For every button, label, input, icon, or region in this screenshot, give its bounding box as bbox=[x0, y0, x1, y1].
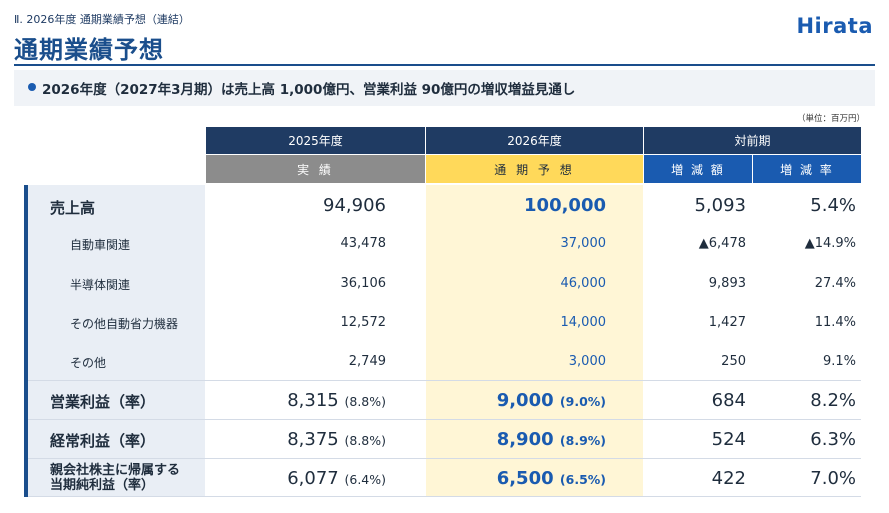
forecast-amount: 8,900 bbox=[496, 429, 554, 450]
diff-value: 684 bbox=[711, 390, 746, 411]
summary-band: 2026年度（2027年3月期）は売上高 1,000億円、営業利益 90億円の増… bbox=[14, 70, 875, 106]
row-label-line2: 当期純利益（率） bbox=[50, 478, 155, 493]
actual-amount: 8,315 bbox=[287, 390, 339, 411]
forecast-column bbox=[426, 185, 643, 497]
header-yoy: 対前期 bbox=[644, 127, 861, 154]
rate-value: ▲14.9% bbox=[804, 236, 856, 251]
forecast-amount: 9,000 bbox=[496, 390, 554, 411]
actual-value: 94,906 bbox=[323, 195, 386, 216]
forecast-value: 46,000 bbox=[560, 276, 607, 291]
forecast-value: 14,000 bbox=[560, 315, 607, 330]
row-divider bbox=[28, 458, 861, 459]
forecast-ratio: (9.0%) bbox=[559, 394, 606, 409]
forecast-value: 6,500 (6.5%) bbox=[497, 468, 606, 489]
actual-value: 12,572 bbox=[340, 315, 387, 330]
row-label: 自動車関連 bbox=[70, 238, 131, 252]
row-label: その他自動省力機器 bbox=[70, 317, 179, 331]
actual-value: 2,749 bbox=[348, 354, 386, 369]
actual-ratio: (8.8%) bbox=[344, 433, 386, 448]
actual-value: 8,375 (8.8%) bbox=[287, 429, 386, 450]
bullet-icon bbox=[28, 83, 36, 91]
header-forecast: 通 期 予 想 bbox=[426, 155, 643, 183]
forecast-value: 8,900 (8.9%) bbox=[497, 429, 606, 450]
diff-value: 9,893 bbox=[708, 276, 746, 291]
page-title: 通期業績予想 bbox=[14, 36, 164, 64]
rate-value: 5.4% bbox=[810, 195, 856, 216]
forecast-value: 3,000 bbox=[568, 354, 606, 369]
title-rule bbox=[14, 64, 875, 66]
row-label: その他 bbox=[70, 356, 107, 370]
actual-value: 8,315 (8.8%) bbox=[287, 390, 386, 411]
header-diff: 増 減 額 bbox=[644, 155, 752, 183]
row-label: 親会社株主に帰属する 当期純利益（率） bbox=[50, 463, 180, 493]
rate-value: 6.3% bbox=[810, 429, 856, 450]
diff-value: ▲6,478 bbox=[698, 236, 746, 251]
diff-value: 422 bbox=[711, 468, 746, 489]
actual-amount: 6,077 bbox=[287, 468, 339, 489]
forecast-amount: 6,500 bbox=[496, 468, 554, 489]
actual-value: 36,106 bbox=[340, 276, 387, 291]
row-label: 営業利益（率） bbox=[50, 393, 156, 411]
actual-value: 43,478 bbox=[340, 236, 387, 251]
forecast-value: 100,000 bbox=[524, 195, 606, 216]
rate-value: 7.0% bbox=[810, 468, 856, 489]
header-actual: 実 績 bbox=[206, 155, 425, 183]
row-label: 半導体関連 bbox=[70, 278, 131, 292]
diff-value: 5,093 bbox=[694, 195, 746, 216]
row-divider bbox=[28, 496, 861, 497]
actual-amount: 8,375 bbox=[287, 429, 339, 450]
company-logo: Hirata bbox=[796, 14, 873, 38]
row-label: 売上高 bbox=[50, 199, 96, 217]
row-label-line1: 親会社株主に帰属する bbox=[50, 463, 181, 478]
row-label: 経常利益（率） bbox=[50, 432, 156, 450]
diff-value: 524 bbox=[711, 429, 746, 450]
forecast-ratio: (6.5%) bbox=[559, 472, 606, 487]
header-2025: 2025年度 bbox=[206, 127, 425, 154]
unit-note: （単位：百万円） bbox=[796, 114, 865, 124]
row-divider bbox=[28, 380, 861, 381]
row-divider bbox=[28, 419, 861, 420]
rate-value: 11.4% bbox=[814, 315, 856, 330]
diff-value: 1,427 bbox=[708, 315, 746, 330]
rate-value: 27.4% bbox=[814, 276, 856, 291]
section-label: Ⅱ. 2026年度 通期業績予想（連結） bbox=[14, 13, 190, 26]
rate-value: 9.1% bbox=[822, 354, 856, 369]
summary-text: 2026年度（2027年3月期）は売上高 1,000億円、営業利益 90億円の増… bbox=[42, 82, 576, 98]
label-column-bar bbox=[24, 185, 28, 497]
forecast-ratio: (8.9%) bbox=[559, 433, 606, 448]
rate-value: 8.2% bbox=[810, 390, 856, 411]
actual-ratio: (8.8%) bbox=[344, 394, 386, 409]
diff-value: 250 bbox=[721, 354, 746, 369]
label-column bbox=[28, 185, 205, 497]
header-2026: 2026年度 bbox=[426, 127, 643, 154]
header-rate: 増 減 率 bbox=[753, 155, 861, 183]
actual-ratio: (6.4%) bbox=[344, 472, 386, 487]
forecast-value: 37,000 bbox=[560, 236, 607, 251]
forecast-value: 9,000 (9.0%) bbox=[497, 390, 606, 411]
actual-value: 6,077 (6.4%) bbox=[287, 468, 386, 489]
